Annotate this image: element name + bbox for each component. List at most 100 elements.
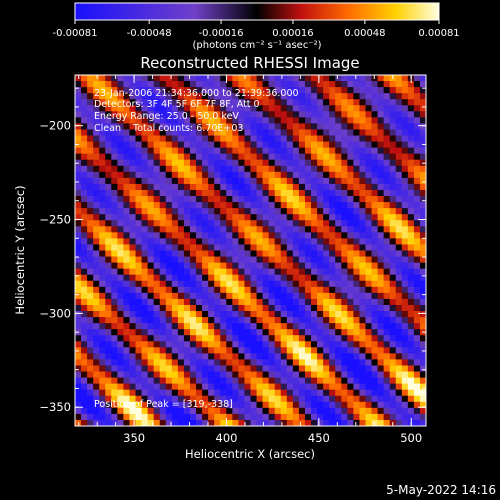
heatmap-cell (371, 177, 379, 185)
heatmap-cell (389, 129, 397, 137)
heatmap-cell (274, 153, 282, 161)
heatmap-cell (244, 323, 252, 330)
heatmap-cell (171, 292, 179, 300)
heatmap-cell (359, 383, 367, 391)
heatmap-cell (171, 165, 179, 173)
heatmap-cell (99, 262, 106, 270)
heatmap-cell (214, 141, 221, 149)
heatmap-cell (238, 304, 246, 312)
heatmap-cell (189, 389, 197, 397)
heatmap-cell (262, 165, 270, 173)
heatmap-cell (419, 413, 426, 421)
heatmap-cell (177, 389, 185, 397)
heatmap-cell (105, 183, 112, 191)
heatmap-cell (129, 159, 137, 167)
heatmap-cell (177, 183, 185, 191)
heatmap-cell (123, 141, 131, 149)
heatmap-cell (165, 214, 173, 221)
heatmap-cell (250, 196, 258, 203)
heatmap-cell (359, 371, 367, 379)
heatmap-cell (401, 274, 409, 282)
heatmap-cell (274, 226, 282, 233)
heatmap-cell (171, 268, 179, 276)
heatmap-cell (117, 159, 125, 167)
heatmap-cell (214, 105, 221, 112)
heatmap-cell (329, 75, 336, 82)
heatmap-cell (196, 389, 203, 397)
heatmap-cell (99, 407, 106, 415)
heatmap-cell (202, 189, 209, 197)
heatmap-cell (232, 347, 239, 354)
heatmap-cell (99, 280, 106, 288)
heatmap-cell (141, 81, 149, 88)
heatmap-cell (298, 280, 306, 288)
heatmap-cell (311, 280, 318, 288)
heatmap-cell (329, 311, 336, 318)
heatmap-cell (238, 311, 246, 318)
heatmap-cell (389, 359, 397, 367)
heatmap-cell (419, 214, 426, 221)
heatmap-cell (323, 183, 330, 191)
heatmap-cell (280, 274, 288, 282)
heatmap-cell (75, 371, 82, 379)
heatmap-cell (202, 81, 209, 88)
heatmap-cell (220, 159, 227, 167)
heatmap-cell (214, 135, 221, 143)
heatmap-cell (256, 93, 264, 100)
heatmap-cell (202, 93, 209, 100)
heatmap-cell (268, 256, 276, 264)
heatmap-cell (183, 401, 191, 409)
heatmap-cell (93, 286, 100, 294)
heatmap-cell (262, 129, 270, 137)
heatmap-cell (196, 359, 203, 367)
colorbar-tick-label: -0.00081 (53, 28, 98, 39)
heatmap-cell (407, 171, 415, 179)
heatmap-cell (268, 141, 276, 149)
heatmap-cell (389, 171, 397, 179)
heatmap-cell (365, 371, 373, 379)
heatmap-cell (105, 274, 112, 282)
heatmap-cell (268, 335, 276, 342)
heatmap-cell (93, 147, 100, 155)
heatmap-cell (395, 298, 403, 306)
heatmap-cell (238, 377, 246, 385)
heatmap-cell (99, 232, 106, 239)
heatmap-cell (147, 298, 155, 306)
heatmap-cell (111, 401, 118, 409)
heatmap-cell (292, 401, 300, 409)
heatmap-cell (280, 153, 288, 161)
heatmap-cell (208, 244, 215, 252)
heatmap-cell (250, 189, 258, 197)
heatmap-cell (256, 323, 264, 330)
heatmap-cell (377, 274, 385, 282)
heatmap-cell (407, 135, 415, 143)
heatmap-cell (153, 208, 161, 215)
heatmap-cell (238, 419, 246, 426)
heatmap-cell (208, 347, 215, 354)
heatmap-cell (189, 304, 197, 312)
heatmap-cell (147, 183, 155, 191)
heatmap-cell (220, 377, 227, 385)
heatmap-cell (171, 304, 179, 312)
heatmap-cell (280, 365, 288, 373)
heatmap-cell (171, 407, 179, 415)
heatmap-cell (141, 93, 149, 100)
heatmap-cell (93, 135, 100, 143)
heatmap-cell (407, 335, 415, 342)
heatmap-cell (171, 135, 179, 143)
heatmap-cell (87, 274, 94, 282)
heatmap-cell (407, 256, 415, 264)
heatmap-cell (401, 220, 409, 227)
heatmap-cell (220, 135, 227, 143)
heatmap-cell (389, 183, 397, 191)
plot-frame (74, 74, 427, 427)
heatmap-cell (87, 238, 94, 246)
heatmap-cell (304, 129, 312, 137)
heatmap-cell (244, 75, 252, 82)
heatmap-cell (99, 298, 106, 306)
heatmap-cell (371, 292, 379, 300)
heatmap-cell (165, 401, 173, 409)
heatmap-cell (171, 335, 179, 342)
heatmap-cell (401, 147, 409, 155)
heatmap-cell (147, 274, 155, 282)
